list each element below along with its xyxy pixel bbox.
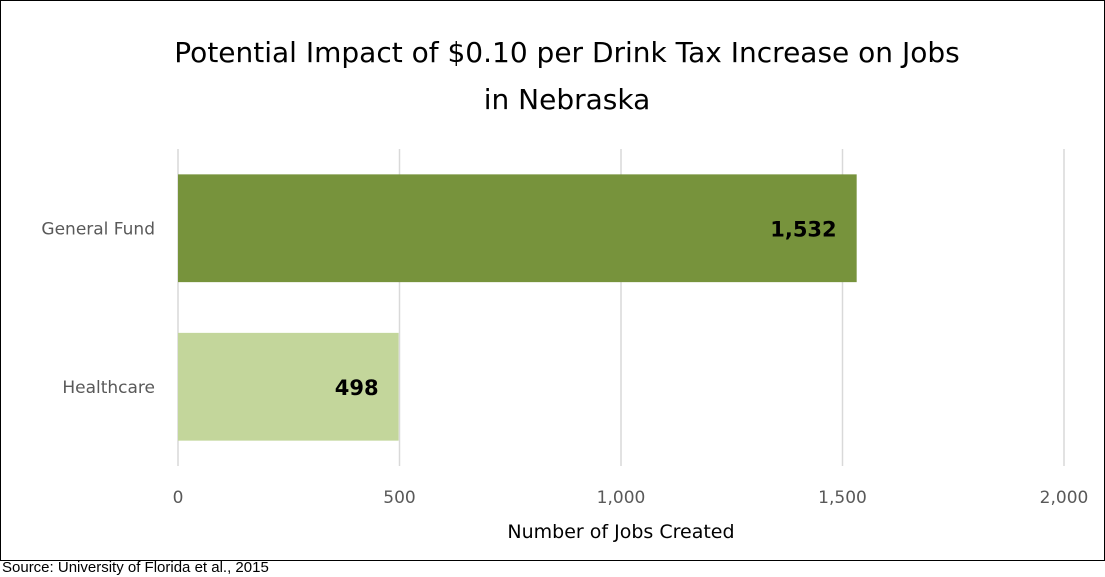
- chart-title-line-1: Potential Impact of $0.10 per Drink Tax …: [174, 36, 959, 69]
- x-axis-title: Number of Jobs Created: [507, 521, 734, 543]
- data-label: 498: [335, 376, 379, 400]
- source-note: Source: University of Florida et al., 20…: [2, 559, 269, 576]
- category-label: Healthcare: [62, 378, 155, 398]
- x-tick-label: 0: [173, 488, 184, 508]
- chart-title-line-2: in Nebraska: [484, 83, 651, 116]
- data-label: 1,532: [770, 217, 836, 241]
- x-tick-label: 1,500: [818, 488, 867, 508]
- category-label: General Fund: [41, 219, 155, 239]
- bar-chart: Potential Impact of $0.10 per Drink Tax …: [41, 36, 1089, 543]
- category-labels: General Fund Healthcare: [41, 219, 155, 398]
- x-tick-labels: 0 500 1,000 1,500 2,000: [173, 488, 1089, 508]
- x-tick-label: 1,000: [597, 488, 646, 508]
- data-labels: 1,532 498: [335, 217, 837, 400]
- bar-general-fund: [178, 174, 857, 283]
- bars: [178, 174, 857, 441]
- x-tick-label: 500: [383, 488, 415, 508]
- chart-frame: Potential Impact of $0.10 per Drink Tax …: [0, 0, 1105, 561]
- x-tick-label: 2,000: [1040, 488, 1089, 508]
- bar-healthcare: [178, 332, 399, 441]
